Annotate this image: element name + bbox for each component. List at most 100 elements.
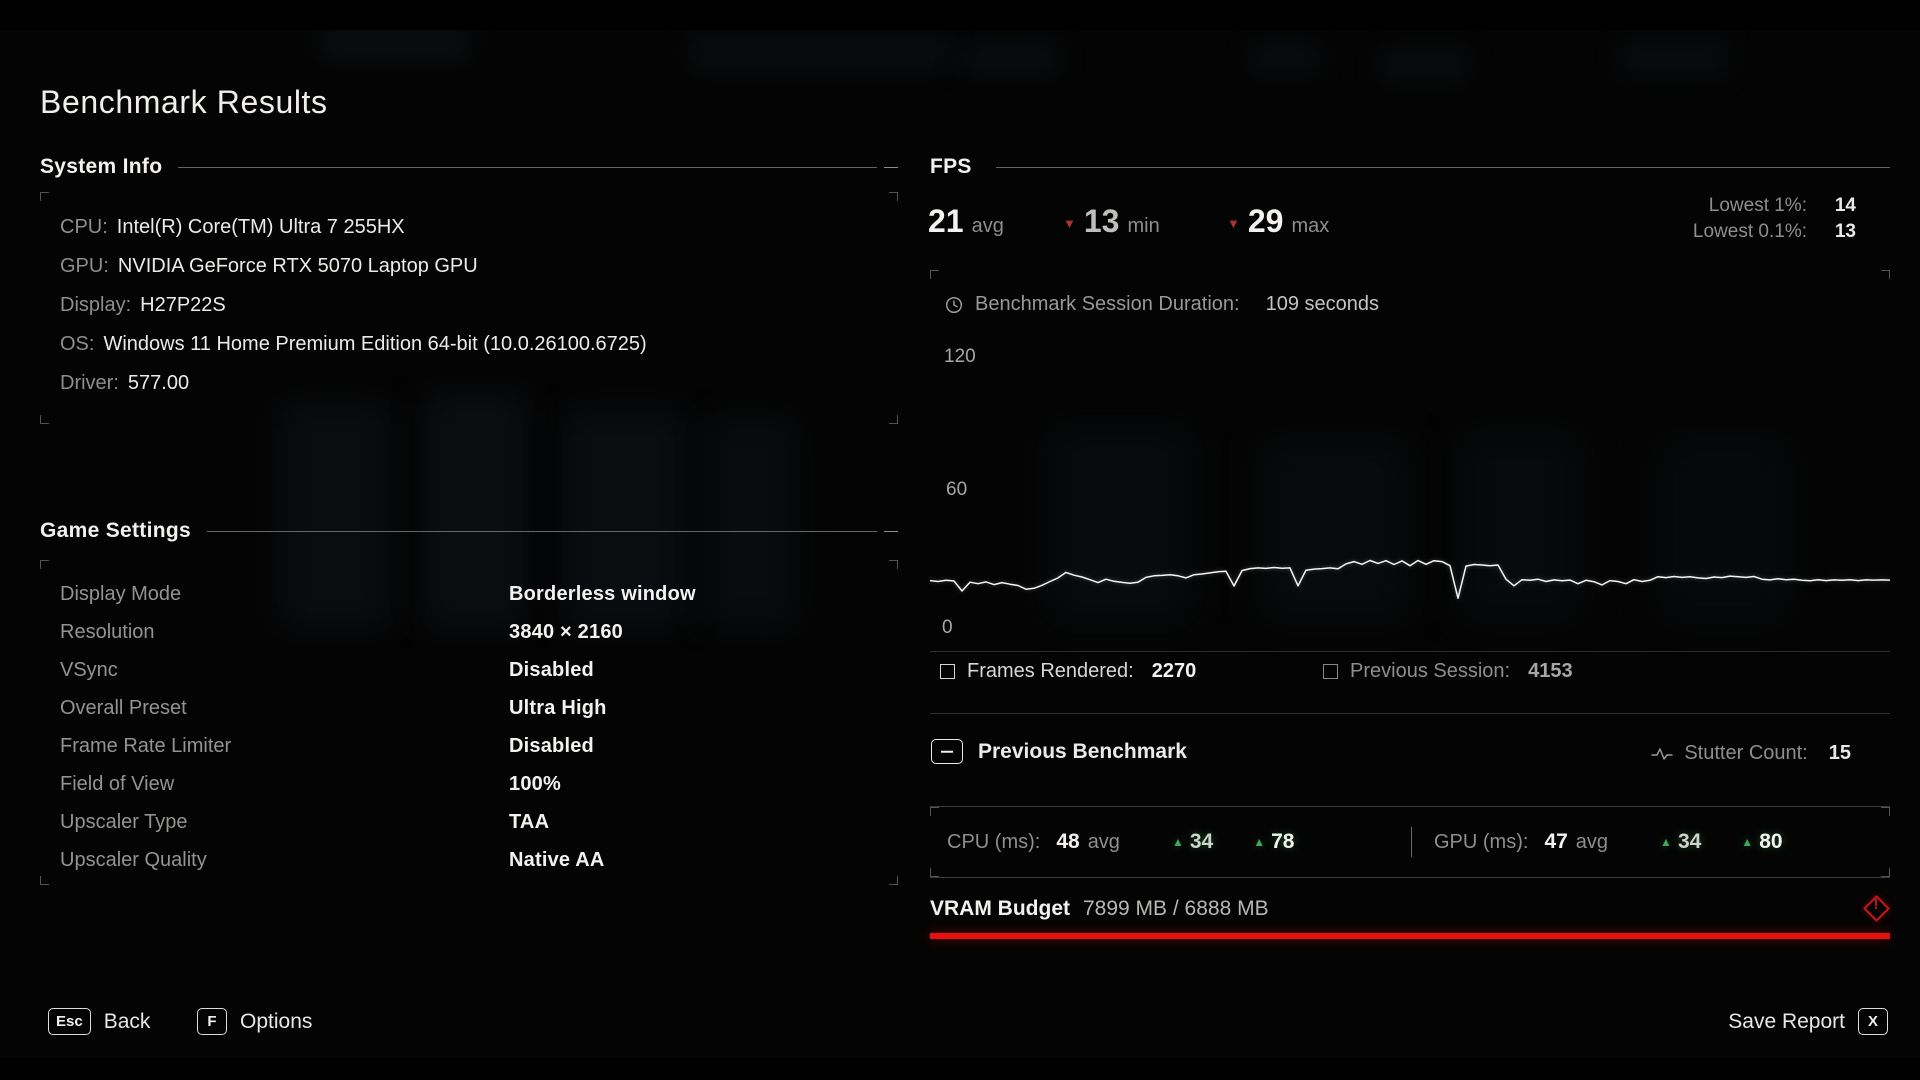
series-checkbox-icon[interactable]: [1323, 664, 1338, 679]
esc-keycap[interactable]: Esc: [48, 1008, 91, 1035]
setting-row-vsync: VSync Disabled: [40, 651, 898, 689]
gpu-ms-high: 80: [1759, 830, 1783, 853]
system-info-header: System Info: [40, 154, 898, 180]
corner-mark: [40, 560, 49, 569]
background-shape: [960, 45, 1060, 73]
corner-mark: [40, 415, 49, 424]
corner-mark: [40, 192, 49, 201]
background-shape: [1380, 50, 1470, 80]
frames-rendered-label: Frames Rendered:: [967, 660, 1134, 682]
gpu-ms-avg-label: avg: [1575, 830, 1609, 853]
series-checkbox-icon[interactable]: [940, 664, 955, 679]
fps-max-value: 29: [1247, 203, 1284, 239]
fps-line-chart: [930, 559, 1890, 599]
y-axis-tick-120: 120: [944, 346, 976, 367]
fps-avg-stat: 21 avg: [928, 203, 1004, 240]
down-triangle-icon: ▼: [1227, 216, 1240, 231]
back-label: Back: [103, 1009, 151, 1033]
cpu-frametime-stats: CPU (ms): 48 avg ▲ 34 ▲ 78: [947, 807, 1294, 877]
driver-value: 577.00: [127, 372, 190, 394]
fps-heading: FPS: [930, 155, 972, 178]
vram-warning-icon: !: [1863, 895, 1890, 922]
stutter-count: Stutter Count: 15: [1651, 742, 1851, 765]
background-shape: [705, 420, 795, 625]
background-shape: [565, 410, 685, 625]
vertical-divider: [1411, 827, 1412, 857]
fps-chart-panel: [930, 270, 1890, 651]
background-shape: [1660, 440, 1790, 620]
previous-benchmark-toggle[interactable]: Previous Benchmark: [931, 739, 1187, 764]
system-info-heading: System Info: [40, 155, 163, 178]
lowest-01-label: Lowest 0.1%:: [1692, 221, 1807, 242]
corner-mark: [1881, 807, 1890, 816]
letterbox-bottom: [0, 1058, 1920, 1080]
lowest-1-value: 14: [1834, 195, 1856, 216]
cpu-ms-avg: 48: [1056, 830, 1080, 853]
setting-label: Resolution: [60, 620, 155, 643]
vram-budget-row: VRAM Budget 7899 MB / 6888 MB: [930, 897, 1269, 921]
cpu-value: Intel(R) Core(TM) Ultra 7 255HX: [116, 216, 405, 238]
vram-budget-label: VRAM Budget: [930, 897, 1070, 920]
x-keycap[interactable]: X: [1858, 1008, 1888, 1035]
system-info-row-gpu: GPU: NVIDIA GeForce RTX 5070 Laptop GPU: [60, 253, 898, 279]
lowest-01-value: 13: [1834, 221, 1856, 242]
fps-chart-line: [930, 559, 1890, 599]
cpu-ms-label: CPU (ms):: [947, 830, 1041, 853]
f-keycap[interactable]: F: [197, 1008, 227, 1035]
divider-dash: [884, 530, 898, 532]
session-duration-label: Benchmark Session Duration:: [975, 293, 1240, 315]
pulse-icon: [1651, 747, 1674, 760]
up-triangle-icon: ▲: [1660, 835, 1672, 849]
previous-session-toggle[interactable]: Previous Session: 4153: [1323, 660, 1573, 683]
divider: [995, 166, 1890, 168]
options-button[interactable]: F Options: [197, 1008, 312, 1035]
corner-mark: [40, 876, 49, 885]
background-shape: [1620, 40, 1730, 76]
cpu-label: CPU:: [60, 216, 108, 238]
setting-value: Disabled: [509, 658, 594, 681]
gpu-label: GPU:: [60, 255, 109, 277]
system-info-row-os: OS: Windows 11 Home Premium Edition 64-b…: [60, 331, 898, 357]
up-triangle-icon: ▲: [1741, 835, 1754, 849]
options-label: Options: [240, 1009, 313, 1033]
up-triangle-icon: ▲: [1253, 835, 1266, 849]
corner-mark: [889, 192, 898, 201]
setting-value: Disabled: [509, 734, 594, 757]
cpu-ms-avg-label: avg: [1087, 830, 1120, 853]
gpu-ms-label: GPU (ms):: [1434, 830, 1529, 853]
frames-rendered-toggle[interactable]: Frames Rendered: 2270: [940, 660, 1196, 683]
previous-session-label: Previous Session:: [1350, 660, 1511, 682]
session-duration-row: Benchmark Session Duration: 109 seconds: [945, 293, 1379, 316]
fps-max-label: max: [1291, 215, 1330, 237]
frames-rendered-value: 2270: [1151, 660, 1197, 682]
session-duration-value: 109 seconds: [1265, 293, 1379, 315]
background-shape: [690, 35, 950, 69]
back-button[interactable]: Esc Back: [48, 1008, 150, 1035]
setting-label: Overall Preset: [60, 696, 187, 719]
collapse-panel-icon[interactable]: [931, 739, 963, 764]
corner-mark: [930, 868, 939, 877]
game-settings-panel: Display Mode Borderless window Resolutio…: [40, 560, 898, 885]
os-value: Windows 11 Home Premium Edition 64-bit (…: [103, 333, 647, 355]
gpu-frametime-stats: GPU (ms): 47 avg ▲ 34 ▲ 80: [1434, 807, 1783, 877]
gpu-ms-avg: 47: [1544, 830, 1568, 853]
setting-value: Native AA: [509, 848, 605, 871]
page-title: Benchmark Results: [40, 84, 328, 120]
setting-value: Borderless window: [509, 582, 696, 605]
vram-overbudget-bar: [930, 933, 1890, 939]
save-report-label: Save Report: [1728, 1009, 1845, 1033]
letterbox-top: [0, 0, 1920, 30]
background-shape: [1460, 430, 1580, 620]
display-label: Display:: [60, 294, 132, 316]
background-shape: [425, 395, 525, 625]
fps-min-stat: ▼ 13 min: [1063, 203, 1160, 240]
fps-min-label: min: [1127, 215, 1160, 237]
setting-row-field-of-view: Field of View 100%: [40, 765, 898, 803]
background-shape: [1260, 440, 1410, 620]
corner-mark: [889, 415, 898, 424]
setting-row-overall-preset: Overall Preset Ultra High: [40, 689, 898, 727]
save-report-button[interactable]: Save Report X: [1728, 1008, 1888, 1035]
setting-label: Field of View: [60, 772, 175, 795]
setting-value: 3840 × 2160: [509, 620, 623, 643]
